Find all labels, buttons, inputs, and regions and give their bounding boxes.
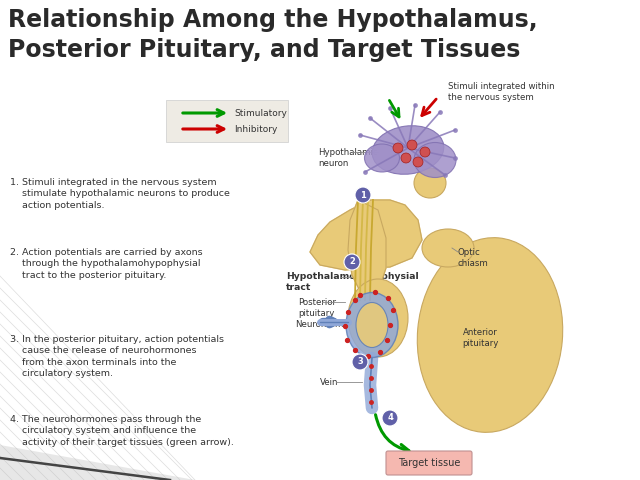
Ellipse shape (372, 126, 444, 174)
Text: 4. The neurohormones pass through the
    circulatory system and influence the
 : 4. The neurohormones pass through the ci… (10, 415, 234, 447)
Polygon shape (348, 200, 386, 295)
Ellipse shape (365, 144, 399, 172)
Polygon shape (310, 200, 422, 270)
Circle shape (355, 187, 371, 203)
Text: Vein: Vein (320, 378, 339, 387)
Circle shape (382, 410, 398, 426)
Text: Hypothalamic
neuron: Hypothalamic neuron (318, 148, 378, 168)
Text: Inhibitory: Inhibitory (234, 124, 277, 133)
Text: Neurohormone: Neurohormone (295, 320, 360, 329)
Text: 3. In the posterior pituitary, action potentials
    cause the release of neuroh: 3. In the posterior pituitary, action po… (10, 335, 224, 378)
FancyBboxPatch shape (166, 100, 288, 142)
Circle shape (393, 143, 403, 153)
Text: Relationship Among the Hypothalamus,: Relationship Among the Hypothalamus, (8, 8, 538, 32)
Circle shape (344, 254, 360, 270)
Circle shape (413, 157, 423, 167)
Text: Posterior Pituitary, and Target Tissues: Posterior Pituitary, and Target Tissues (8, 38, 520, 62)
Text: 2: 2 (349, 257, 355, 266)
Text: Hypothalamohypophysial
tract: Hypothalamohypophysial tract (286, 272, 419, 292)
Ellipse shape (414, 168, 446, 198)
Ellipse shape (422, 229, 474, 267)
Text: Posterior
pituitary: Posterior pituitary (298, 298, 336, 318)
Text: Optic
chiasm: Optic chiasm (458, 248, 489, 268)
Circle shape (352, 354, 368, 370)
FancyBboxPatch shape (386, 451, 472, 475)
Circle shape (407, 140, 417, 150)
Polygon shape (0, 445, 195, 480)
Ellipse shape (346, 292, 398, 358)
Text: 1. Stimuli integrated in the nervous system
    stimulate hypothalamic neurons t: 1. Stimuli integrated in the nervous sys… (10, 178, 230, 210)
Text: Anterior
pituitary: Anterior pituitary (462, 328, 498, 348)
Text: Stimulatory: Stimulatory (234, 108, 287, 118)
Text: 1: 1 (360, 191, 366, 200)
Ellipse shape (417, 238, 563, 432)
Text: 4: 4 (387, 413, 393, 422)
Text: 2. Action potentials are carried by axons
    through the hypothalamohypophysial: 2. Action potentials are carried by axon… (10, 248, 203, 280)
Ellipse shape (414, 143, 456, 178)
Text: 3: 3 (357, 358, 363, 367)
Text: Stimuli integrated within
the nervous system: Stimuli integrated within the nervous sy… (448, 82, 555, 102)
Ellipse shape (356, 302, 388, 348)
Circle shape (401, 153, 411, 163)
Circle shape (420, 147, 430, 157)
Ellipse shape (348, 279, 408, 357)
Text: Target tissue: Target tissue (398, 458, 460, 468)
